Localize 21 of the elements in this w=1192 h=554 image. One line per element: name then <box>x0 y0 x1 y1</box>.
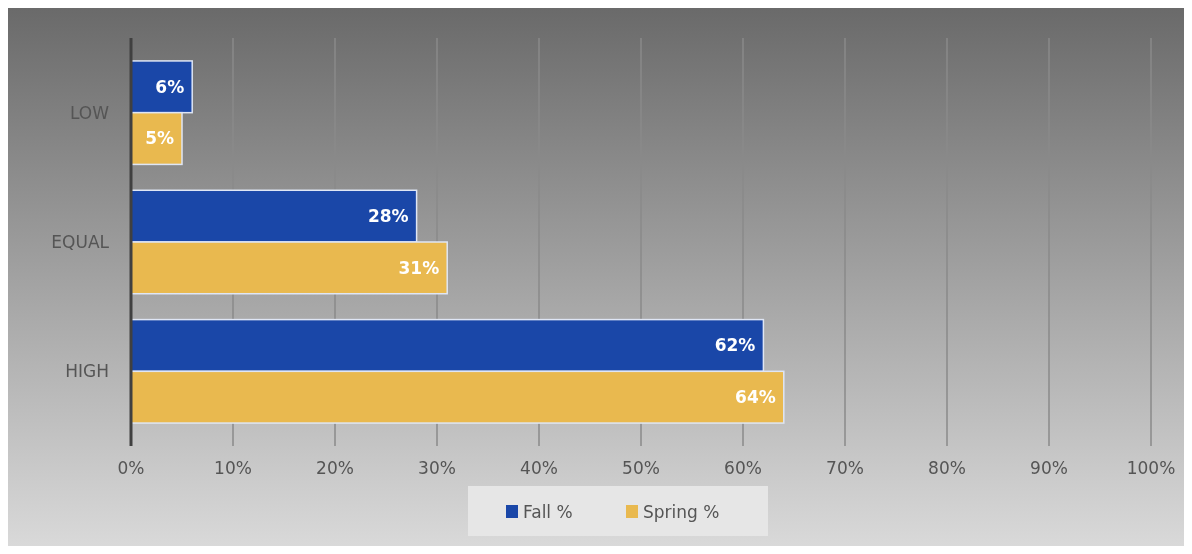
data-label: 64% <box>735 387 776 408</box>
x-tick-label: 40% <box>520 458 558 478</box>
x-tick-label: 50% <box>622 458 660 478</box>
x-tick-label: 10% <box>214 458 252 478</box>
text: Spring % <box>643 501 720 522</box>
x-tick-label: 80% <box>928 458 966 478</box>
data-label: 6% <box>155 76 185 97</box>
x-tick-label: 0% <box>117 458 145 478</box>
y-tick-label: EQUAL <box>51 231 110 252</box>
data-label: 28% <box>367 206 409 227</box>
data-label: 31% <box>398 257 440 278</box>
y-tick-label: HIGH <box>65 361 109 382</box>
legend-label: Fall % <box>523 501 573 522</box>
x-tick-label: 90% <box>1030 458 1068 478</box>
x-tick-label: 100% <box>1126 458 1176 478</box>
x-tick-label: 30% <box>418 458 456 478</box>
x-tick-label: 60% <box>724 458 762 478</box>
data-label: 5% <box>145 128 174 149</box>
x-tick-label: 70% <box>826 458 864 478</box>
data-label: 62% <box>714 335 756 356</box>
x-tick-label: 20% <box>316 458 354 478</box>
